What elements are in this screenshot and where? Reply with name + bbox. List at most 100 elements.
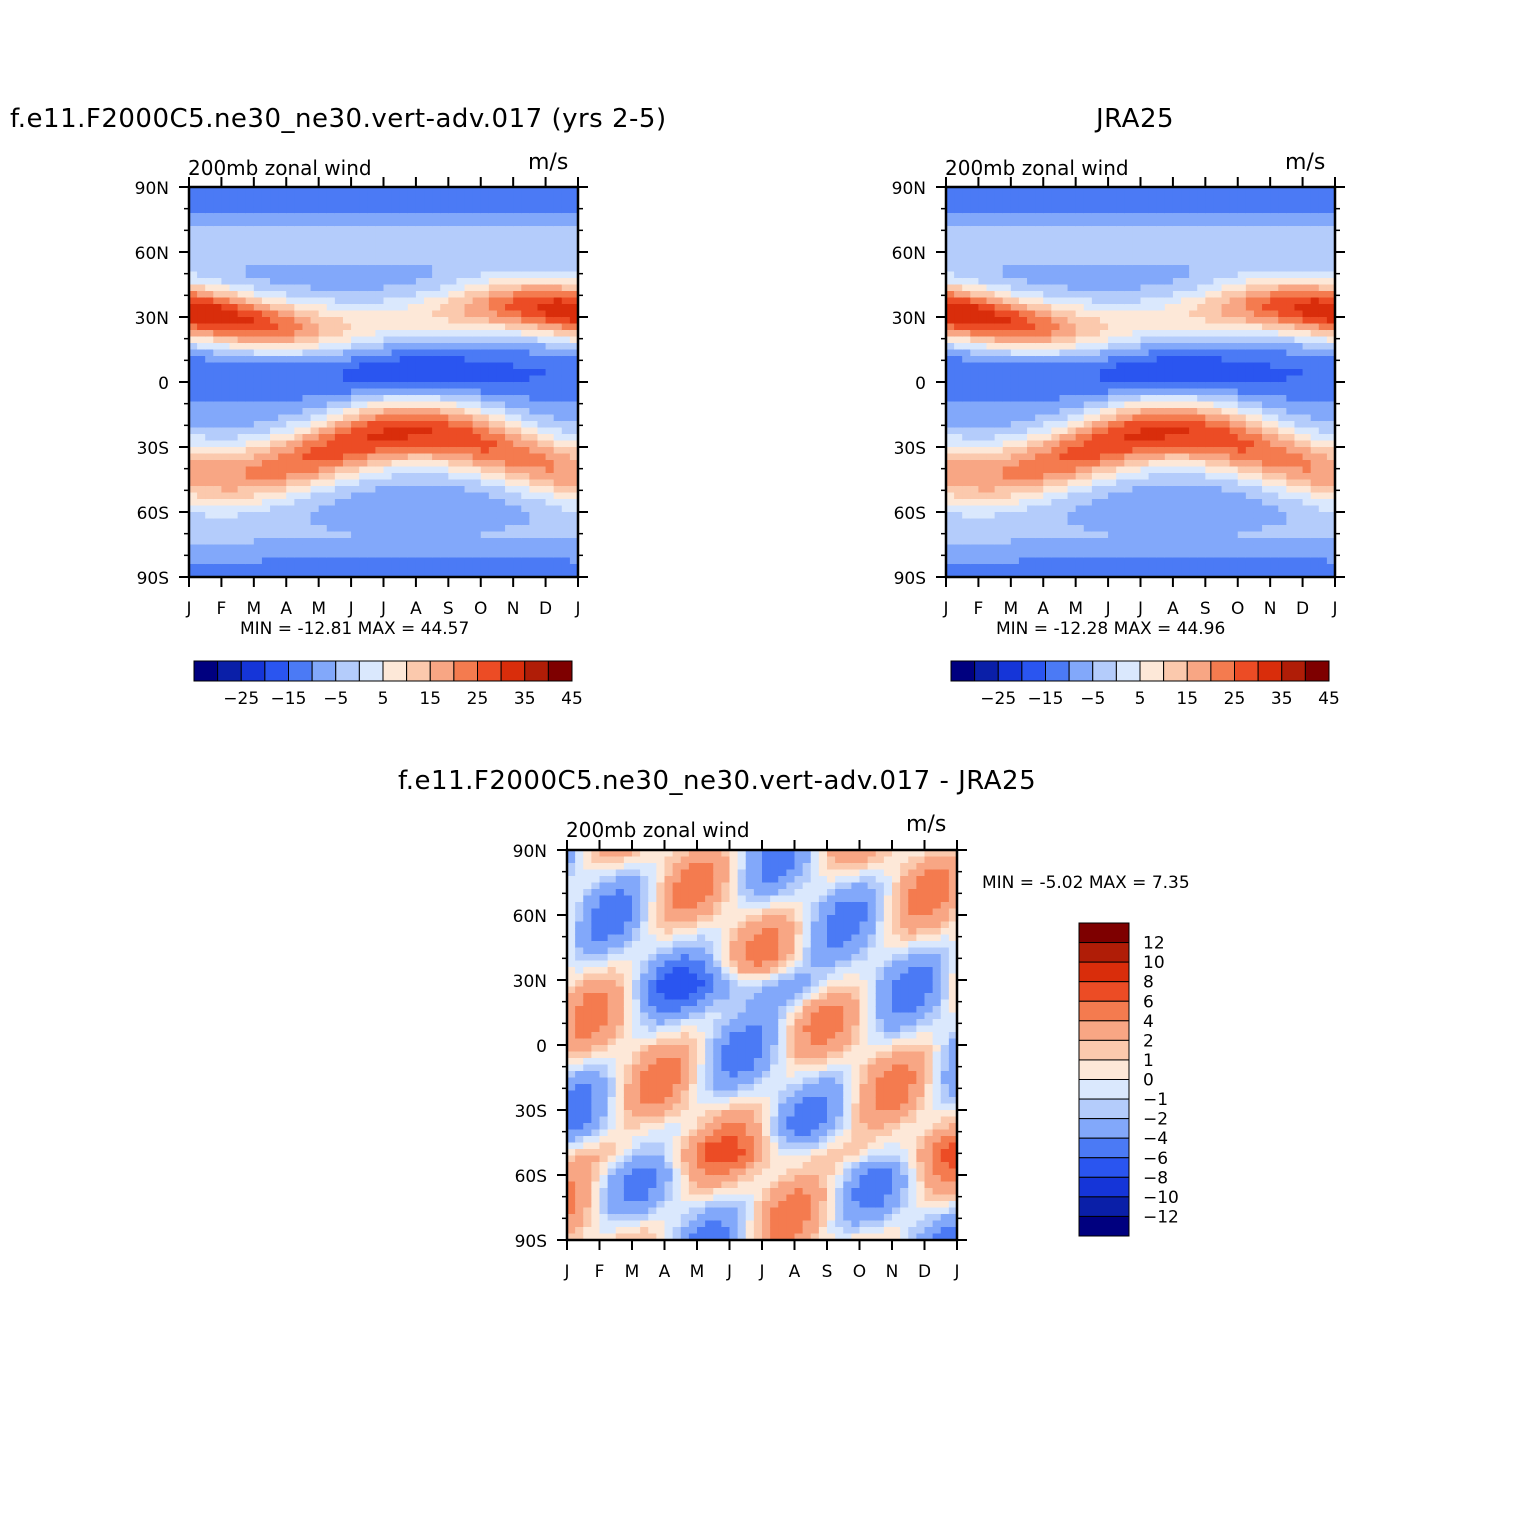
field-cell	[407, 200, 417, 208]
field-cell	[229, 297, 239, 305]
field-cell	[464, 226, 474, 234]
field-cell	[472, 245, 482, 253]
field-cell	[496, 226, 506, 234]
field-cell	[521, 200, 530, 208]
colorbar-label: 5	[378, 689, 389, 709]
field-cell	[189, 499, 198, 507]
field-cell	[391, 187, 401, 195]
field-cell	[521, 466, 530, 474]
field-cell	[1181, 544, 1190, 552]
field-cell	[424, 343, 433, 351]
field-cell	[440, 343, 449, 351]
field-cell	[1051, 564, 1061, 572]
field-cell	[1124, 440, 1133, 448]
field-cell	[505, 401, 514, 409]
field-cell	[505, 538, 514, 546]
field-cell	[278, 564, 287, 572]
x-tick-label: M	[311, 599, 326, 619]
field-cell	[205, 258, 214, 266]
field-cell	[496, 505, 506, 513]
field-cell	[1010, 473, 1020, 481]
field-cell	[189, 551, 198, 559]
field-cell	[261, 200, 271, 208]
field-cell	[529, 206, 539, 214]
field-cell	[1205, 427, 1215, 435]
field-cell	[1002, 414, 1012, 422]
field-cell	[970, 505, 980, 513]
field-cell	[1091, 401, 1101, 409]
field-cell	[537, 414, 547, 422]
field-cell	[1108, 297, 1117, 305]
field-cell	[286, 427, 295, 435]
field-cell	[1018, 421, 1028, 429]
field-cell	[253, 187, 263, 195]
field-cell	[488, 388, 498, 396]
field-cell	[1099, 479, 1109, 487]
field-cell	[1035, 206, 1044, 214]
field-cell	[318, 518, 328, 526]
field-cell	[245, 284, 255, 292]
field-cell	[1083, 213, 1093, 221]
field-cell	[334, 395, 344, 403]
field-cell	[278, 388, 287, 396]
field-cell	[237, 492, 247, 500]
field-cell	[962, 460, 971, 468]
field-cell	[391, 323, 401, 331]
field-cell	[1148, 304, 1158, 312]
field-cell	[351, 473, 360, 481]
field-cell	[359, 187, 368, 195]
field-cell	[480, 284, 490, 292]
field-cell	[488, 557, 498, 565]
field-cell	[970, 310, 980, 318]
field-cell	[1027, 330, 1036, 338]
field-cell	[1164, 226, 1174, 234]
field-cell	[302, 193, 312, 201]
field-cell	[318, 564, 328, 572]
field-cell	[1091, 479, 1101, 487]
field-cell	[326, 265, 336, 273]
field-cell	[537, 258, 547, 266]
field-cell	[245, 200, 255, 208]
field-cell	[456, 440, 466, 448]
field-cell	[1051, 232, 1061, 240]
field-cell	[513, 375, 522, 383]
field-cell	[1067, 213, 1077, 221]
field-cell	[1132, 408, 1142, 416]
field-cell	[1164, 375, 1174, 383]
field-cell	[1091, 505, 1101, 513]
field-cell	[1027, 278, 1036, 286]
field-cell	[399, 206, 409, 214]
field-cell	[359, 343, 368, 351]
field-cell	[946, 258, 955, 266]
field-cell	[994, 473, 1004, 481]
field-cell	[954, 375, 963, 383]
field-cell	[1116, 479, 1125, 487]
field-cell	[1116, 564, 1125, 572]
field-cell	[189, 330, 198, 338]
field-cell	[954, 226, 963, 234]
field-cell	[456, 206, 466, 214]
field-cell	[189, 518, 198, 526]
field-cell	[326, 499, 336, 507]
field-cell	[978, 304, 988, 312]
field-cell	[1205, 239, 1215, 247]
field-cell	[1091, 538, 1101, 546]
field-cell	[1067, 564, 1077, 572]
field-cell	[456, 284, 466, 292]
field-cell	[496, 278, 506, 286]
field-cell	[221, 200, 231, 208]
field-cell	[545, 284, 555, 292]
field-cell	[334, 518, 344, 526]
field-cell	[1091, 421, 1101, 429]
field-cell	[1035, 323, 1044, 331]
field-cell	[1002, 226, 1012, 234]
field-cell	[334, 460, 344, 468]
field-cell	[1108, 187, 1117, 195]
field-cell	[1189, 323, 1198, 331]
field-cell	[1205, 408, 1215, 416]
field-cell	[545, 330, 555, 338]
field-cell	[221, 512, 231, 520]
field-cell	[213, 317, 223, 325]
field-cell	[505, 440, 514, 448]
field-cell	[294, 570, 304, 578]
